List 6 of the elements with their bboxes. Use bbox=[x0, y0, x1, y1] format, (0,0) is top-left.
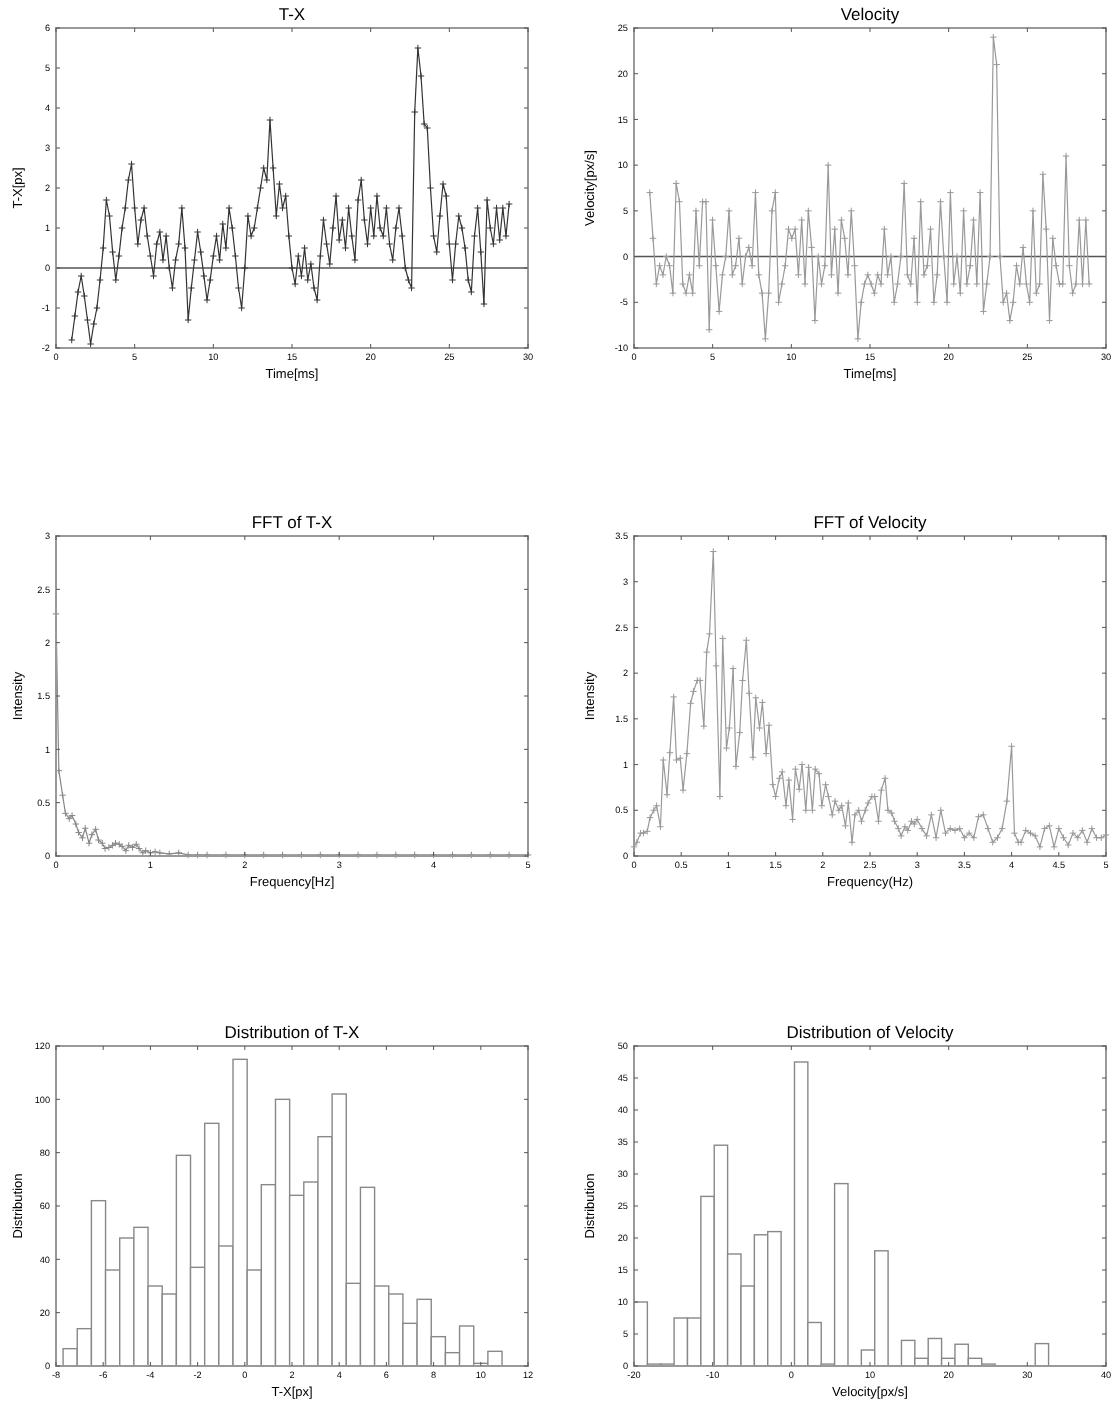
chart-title: FFT of T-X bbox=[251, 512, 333, 532]
chart-title: T-X bbox=[278, 4, 306, 24]
chart-title: Distribution of Velocity bbox=[786, 1022, 956, 1042]
chart-title: Velocity bbox=[840, 4, 901, 24]
chart-title: FFT of Velocity bbox=[813, 512, 929, 532]
chart-title: Distribution of T-X bbox=[224, 1022, 361, 1042]
